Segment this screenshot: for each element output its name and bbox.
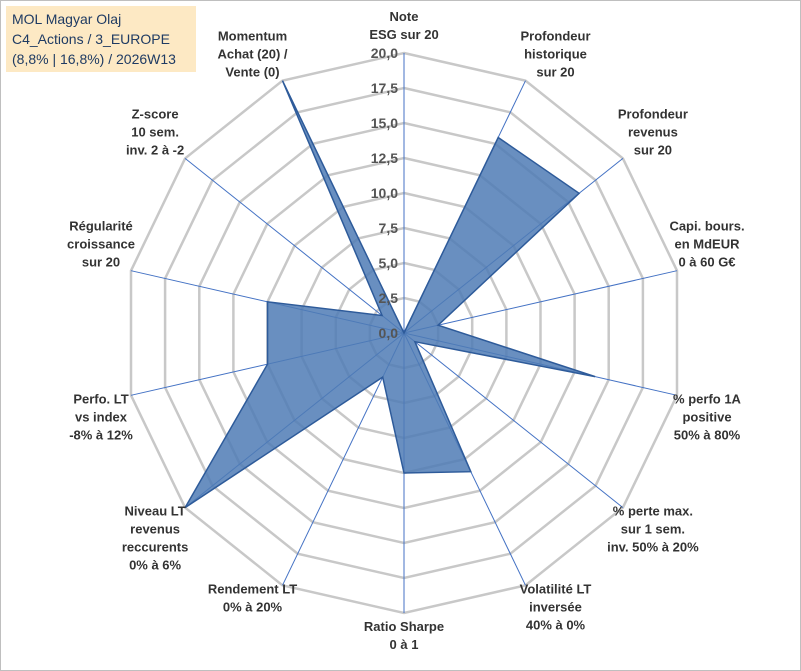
axis-label-line: Vente (0) [225,65,279,80]
tick-label: 2,5 [379,290,399,306]
axis-label-line: Capi. bours. [669,219,744,234]
axis-label-line: -8% à 12% [69,427,133,442]
axis-label-line: positive [682,409,731,424]
axis-label-line: en MdEUR [675,237,741,252]
axis-label: Régularité croissance sur 20 [67,219,135,270]
axis-label: Ratio Sharpe 0 à 1 [364,619,444,652]
axis-label: Rendement LT 0% à 20% [208,581,297,614]
tick-label: 10,0 [371,185,398,201]
axis-label-line: Régularité [69,219,133,234]
axis-label-line: sur 1 sem. [621,522,685,537]
axis-label-line: sur 20 [82,255,120,270]
tick-label: 0,0 [379,325,399,341]
axis-label-line: 40% à 0% [526,617,586,632]
axis-spoke [403,270,678,334]
title-line-1: MOL Magyar Olaj [12,11,122,27]
axis-label-line: inversée [529,599,582,614]
axis-label-line: Profondeur [618,106,688,121]
axis-label-line: Achat (20) / [217,47,287,62]
tick-label: 15,0 [371,115,398,131]
title-line-3: (8,8% | 16,8%) / 2026W13 [12,51,176,67]
axis-spoke [184,158,405,334]
axis-label-line: Perfo. LT [73,391,128,406]
axis-label: Niveau LT revenus reccurents 0% à 6% [122,504,188,573]
title-line-2: C4_Actions / 3_EUROPE [12,31,170,47]
axis-label-line: revenus [130,522,180,537]
axis-label-line: sur 20 [536,65,574,80]
axis-label-line: 0% à 20% [223,599,283,614]
axis-label-line: Ratio Sharpe [364,619,444,634]
axis-label-line: 50% à 80% [674,427,741,442]
tick-label: 12,5 [371,150,398,166]
axis-label-line: 0 à 1 [390,637,419,652]
axis-label-line: ESG sur 20 [369,27,438,42]
axis-label: Profondeur revenus sur 20 [618,106,688,157]
axis-label: Z-score 10 sem. inv. 2 à -2 [126,106,184,157]
axis-label: Capi. bours. en MdEUR 0 à 60 G€ [669,219,744,270]
axis-label-line: croissance [67,237,135,252]
axis-label-line: reccurents [122,540,188,555]
axis-label-line: % perte max. [613,504,693,519]
axis-label: Note ESG sur 20 [369,9,438,42]
axis-label-line: inv. 50% à 20% [607,540,699,555]
axis-label: % perte max. sur 1 sem. inv. 50% à 20% [607,504,699,555]
axis-label-line: 10 sem. [131,124,179,139]
axis-label: Momentum Achat (20) / Vente (0) [217,29,287,80]
axis-label-line: Note [390,9,419,24]
axis-label: Profondeur historique sur 20 [520,29,590,80]
axis-label-line: Profondeur [520,29,590,44]
title-box: MOL Magyar Olaj C4_Actions / 3_EUROPE (8… [6,6,196,72]
axis-label-line: Z-score [132,106,179,121]
tick-label: 7,5 [379,220,399,236]
axis-label-line: Momentum [218,29,287,44]
axis-label: Perfo. LT vs index -8% à 12% [69,391,133,442]
data-series-area [184,80,596,509]
axis-label-line: 0% à 6% [129,558,181,573]
axis-label-line: revenus [628,124,678,139]
axis-label: Volatilité LT inversée 40% à 0% [520,581,592,632]
tick-label: 17,5 [371,80,398,96]
axis-label-line: sur 20 [634,142,672,157]
axis-label-line: inv. 2 à -2 [126,142,184,157]
axis-label-line: Rendement LT [208,581,297,596]
axis-spoke [403,332,624,508]
axis-label-line: Volatilité LT [520,581,592,596]
tick-label: 20,0 [371,45,398,61]
axis-label-line: historique [524,47,587,62]
axis-label-line: 0 à 60 G€ [678,255,735,270]
axis-label-line: Niveau LT [125,504,186,519]
axis-label: % perfo 1A positive 50% à 80% [673,391,742,442]
tick-label: 5,0 [379,255,399,271]
axis-label-line: % perfo 1A [673,391,742,406]
axis-label-line: vs index [75,409,128,424]
